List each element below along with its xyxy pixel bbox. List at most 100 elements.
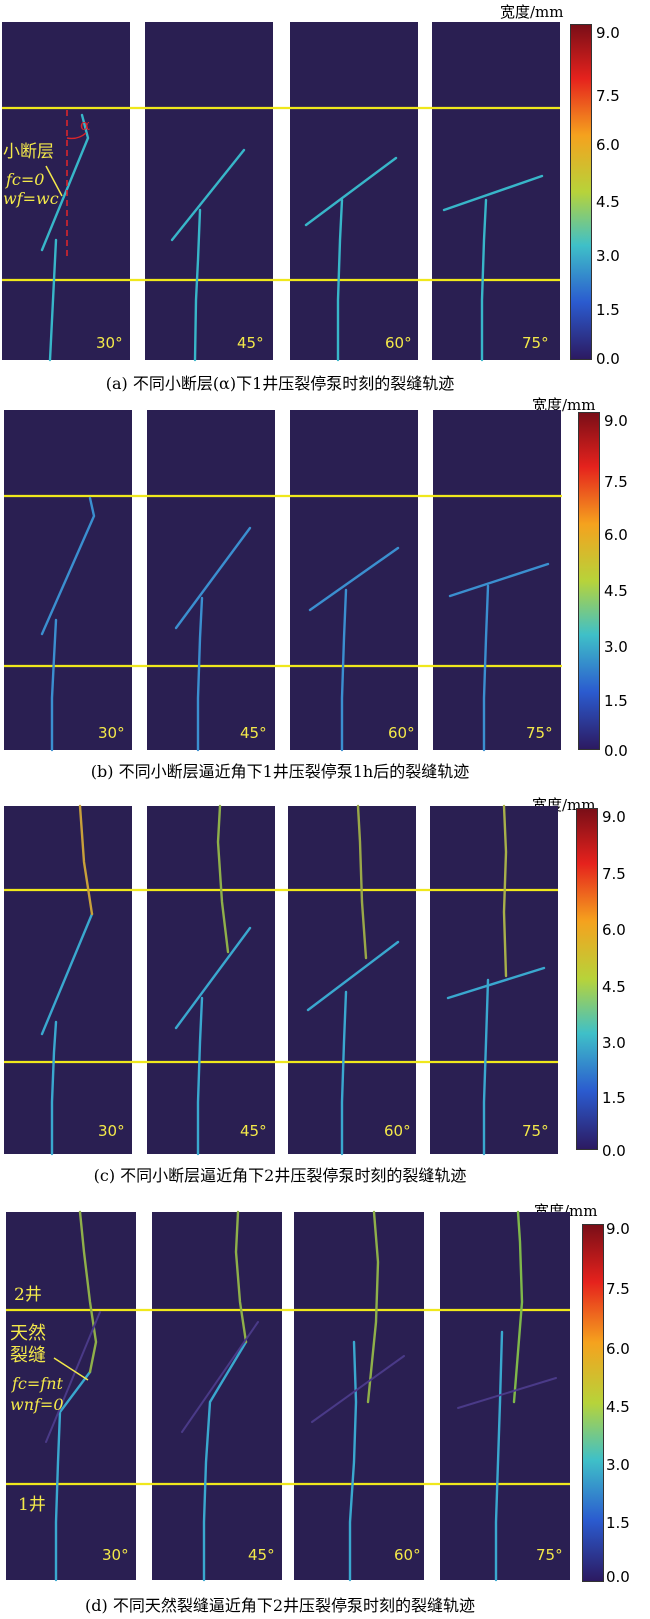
sim-frame-c1	[4, 806, 132, 1154]
colorbar-tick: 9.0	[596, 24, 620, 42]
panel-b: 宽度/mm 30° 45° 60° 75° 9.0 7.5 6.0 4.5 3.…	[0, 396, 650, 802]
fracture-eq-fc: fc=fnt	[12, 1374, 63, 1393]
colorbar-tick: 1.5	[606, 1514, 630, 1532]
angle-label: 60°	[394, 1546, 421, 1564]
upper-crack	[356, 804, 368, 960]
sim-frame-c4	[430, 806, 558, 1154]
angle-label: 60°	[388, 724, 415, 742]
upper-crack	[216, 804, 230, 954]
angle-label: 60°	[384, 1122, 411, 1140]
colorbar-tick: 6.0	[604, 526, 628, 544]
colorbar-tick: 7.5	[602, 865, 626, 883]
colorbar-tick: 7.5	[596, 87, 620, 105]
fault-crack	[40, 113, 90, 252]
caption-a: (a) 不同小断层(α)下1井压裂停泵时刻的裂缝轨迹	[105, 374, 455, 393]
natural-fracture-label-2: 裂缝	[10, 1345, 46, 1366]
angle-label: 45°	[248, 1546, 275, 1564]
colorbar-tick: 3.0	[604, 638, 628, 656]
natural-fracture	[457, 1377, 557, 1409]
colorbar-tick: 6.0	[606, 1340, 630, 1358]
angle-label: 75°	[526, 724, 553, 742]
sim-frame-a3	[290, 22, 418, 360]
fault-crack	[442, 174, 544, 212]
colorbar-tick: 6.0	[602, 921, 626, 939]
fault-eq-wf: wf=wc	[3, 189, 59, 208]
crack-main	[196, 996, 204, 1156]
caption-c: (c) 不同小断层逼近角下2井压裂停泵时刻的裂缝轨迹	[93, 1166, 467, 1185]
panel-a-overlay	[2, 106, 560, 362]
well-2-label: 2井	[14, 1285, 42, 1305]
crack-main	[480, 198, 488, 362]
upper-crack	[234, 1210, 248, 1344]
colorbar-tick: 3.0	[602, 1034, 626, 1052]
colorbar	[578, 412, 600, 750]
crack-main	[48, 238, 58, 362]
panel-d-overlay	[6, 1210, 570, 1582]
colorbar	[576, 808, 598, 1150]
annotation-leader	[45, 165, 63, 197]
crack-main	[202, 1340, 248, 1582]
alpha-arc	[66, 132, 87, 140]
fault-label: 小断层	[3, 142, 54, 162]
caption-d: (d) 不同天然裂缝逼近角下2井压裂停泵时刻的裂缝轨迹	[85, 1596, 475, 1615]
colorbar-tick: 4.5	[606, 1398, 630, 1416]
panel-a: 宽度/mm α 小断层 fc=0 wf=wc 30° 45° 60° 75° 9…	[0, 0, 650, 400]
crack-main	[193, 208, 202, 362]
fault-crack	[170, 148, 246, 242]
colorbar-tick: 7.5	[606, 1280, 630, 1298]
fault-crack	[446, 966, 546, 1000]
colorbar-tick: 9.0	[602, 808, 626, 826]
colorbar-tick: 3.0	[596, 247, 620, 265]
panel-d: 宽度/mm 2井 天然 裂缝 fc=fnt wnf=0 1井 30° 45° 6…	[0, 1202, 650, 1619]
natural-fracture	[181, 1321, 259, 1433]
fault-crack	[40, 912, 94, 1036]
colorbar-tick: 4.5	[604, 582, 628, 600]
angle-label: 30°	[102, 1546, 129, 1564]
angle-label: 30°	[98, 1122, 125, 1140]
colorbar	[570, 24, 592, 360]
colorbar-tick: 0.0	[602, 1142, 626, 1160]
angle-label: 75°	[522, 334, 549, 352]
colorbar-tick: 0.0	[596, 350, 620, 368]
upper-crack	[502, 804, 508, 978]
crack-main	[494, 1330, 504, 1582]
crack-main	[50, 1020, 58, 1156]
crack-main	[482, 584, 490, 752]
colorbar-tick: 9.0	[604, 412, 628, 430]
natural-fracture-label-1: 天然	[10, 1323, 46, 1344]
caption-b: (b) 不同小断层逼近角下1井压裂停泵1h后的裂缝轨迹	[90, 762, 470, 781]
panel-b-overlay	[4, 494, 562, 752]
colorbar-tick: 1.5	[596, 301, 620, 319]
angle-label: 30°	[96, 334, 123, 352]
angle-label: 45°	[240, 1122, 267, 1140]
angle-label: 75°	[522, 1122, 549, 1140]
colorbar-tick: 0.0	[606, 1568, 630, 1586]
upper-crack	[78, 804, 94, 916]
fracture-eq-wnf: wnf=0	[10, 1395, 64, 1414]
colorbar	[582, 1224, 604, 1582]
alpha-label: α	[80, 116, 91, 134]
annotation-leader	[53, 1357, 89, 1381]
fault-crack	[174, 926, 252, 1030]
colorbar-unit-label: 宽度/mm	[532, 396, 596, 414]
crack-main	[54, 1370, 92, 1582]
panel-c: 宽度/mm 30° 45° 60° 75° 9.0 7.5 6.0 4.5 3.…	[0, 796, 650, 1202]
colorbar-tick: 9.0	[606, 1220, 630, 1238]
colorbar-tick: 3.0	[606, 1456, 630, 1474]
crack-main	[348, 1340, 358, 1582]
fault-crack	[304, 156, 398, 227]
angle-label: 45°	[237, 334, 264, 352]
angle-label: 60°	[385, 334, 412, 352]
angle-label: 45°	[240, 724, 267, 742]
sim-frame-a2	[145, 22, 273, 360]
crack-main	[340, 588, 348, 752]
colorbar-tick: 0.0	[604, 742, 628, 760]
angle-label: 75°	[536, 1546, 563, 1564]
angle-label: 30°	[98, 724, 125, 742]
colorbar-tick: 6.0	[596, 136, 620, 154]
fault-crack	[306, 940, 400, 1012]
fault-crack	[448, 562, 550, 598]
colorbar-tick: 1.5	[604, 692, 628, 710]
crack-main	[336, 198, 344, 362]
sim-frame-d2	[152, 1212, 282, 1580]
